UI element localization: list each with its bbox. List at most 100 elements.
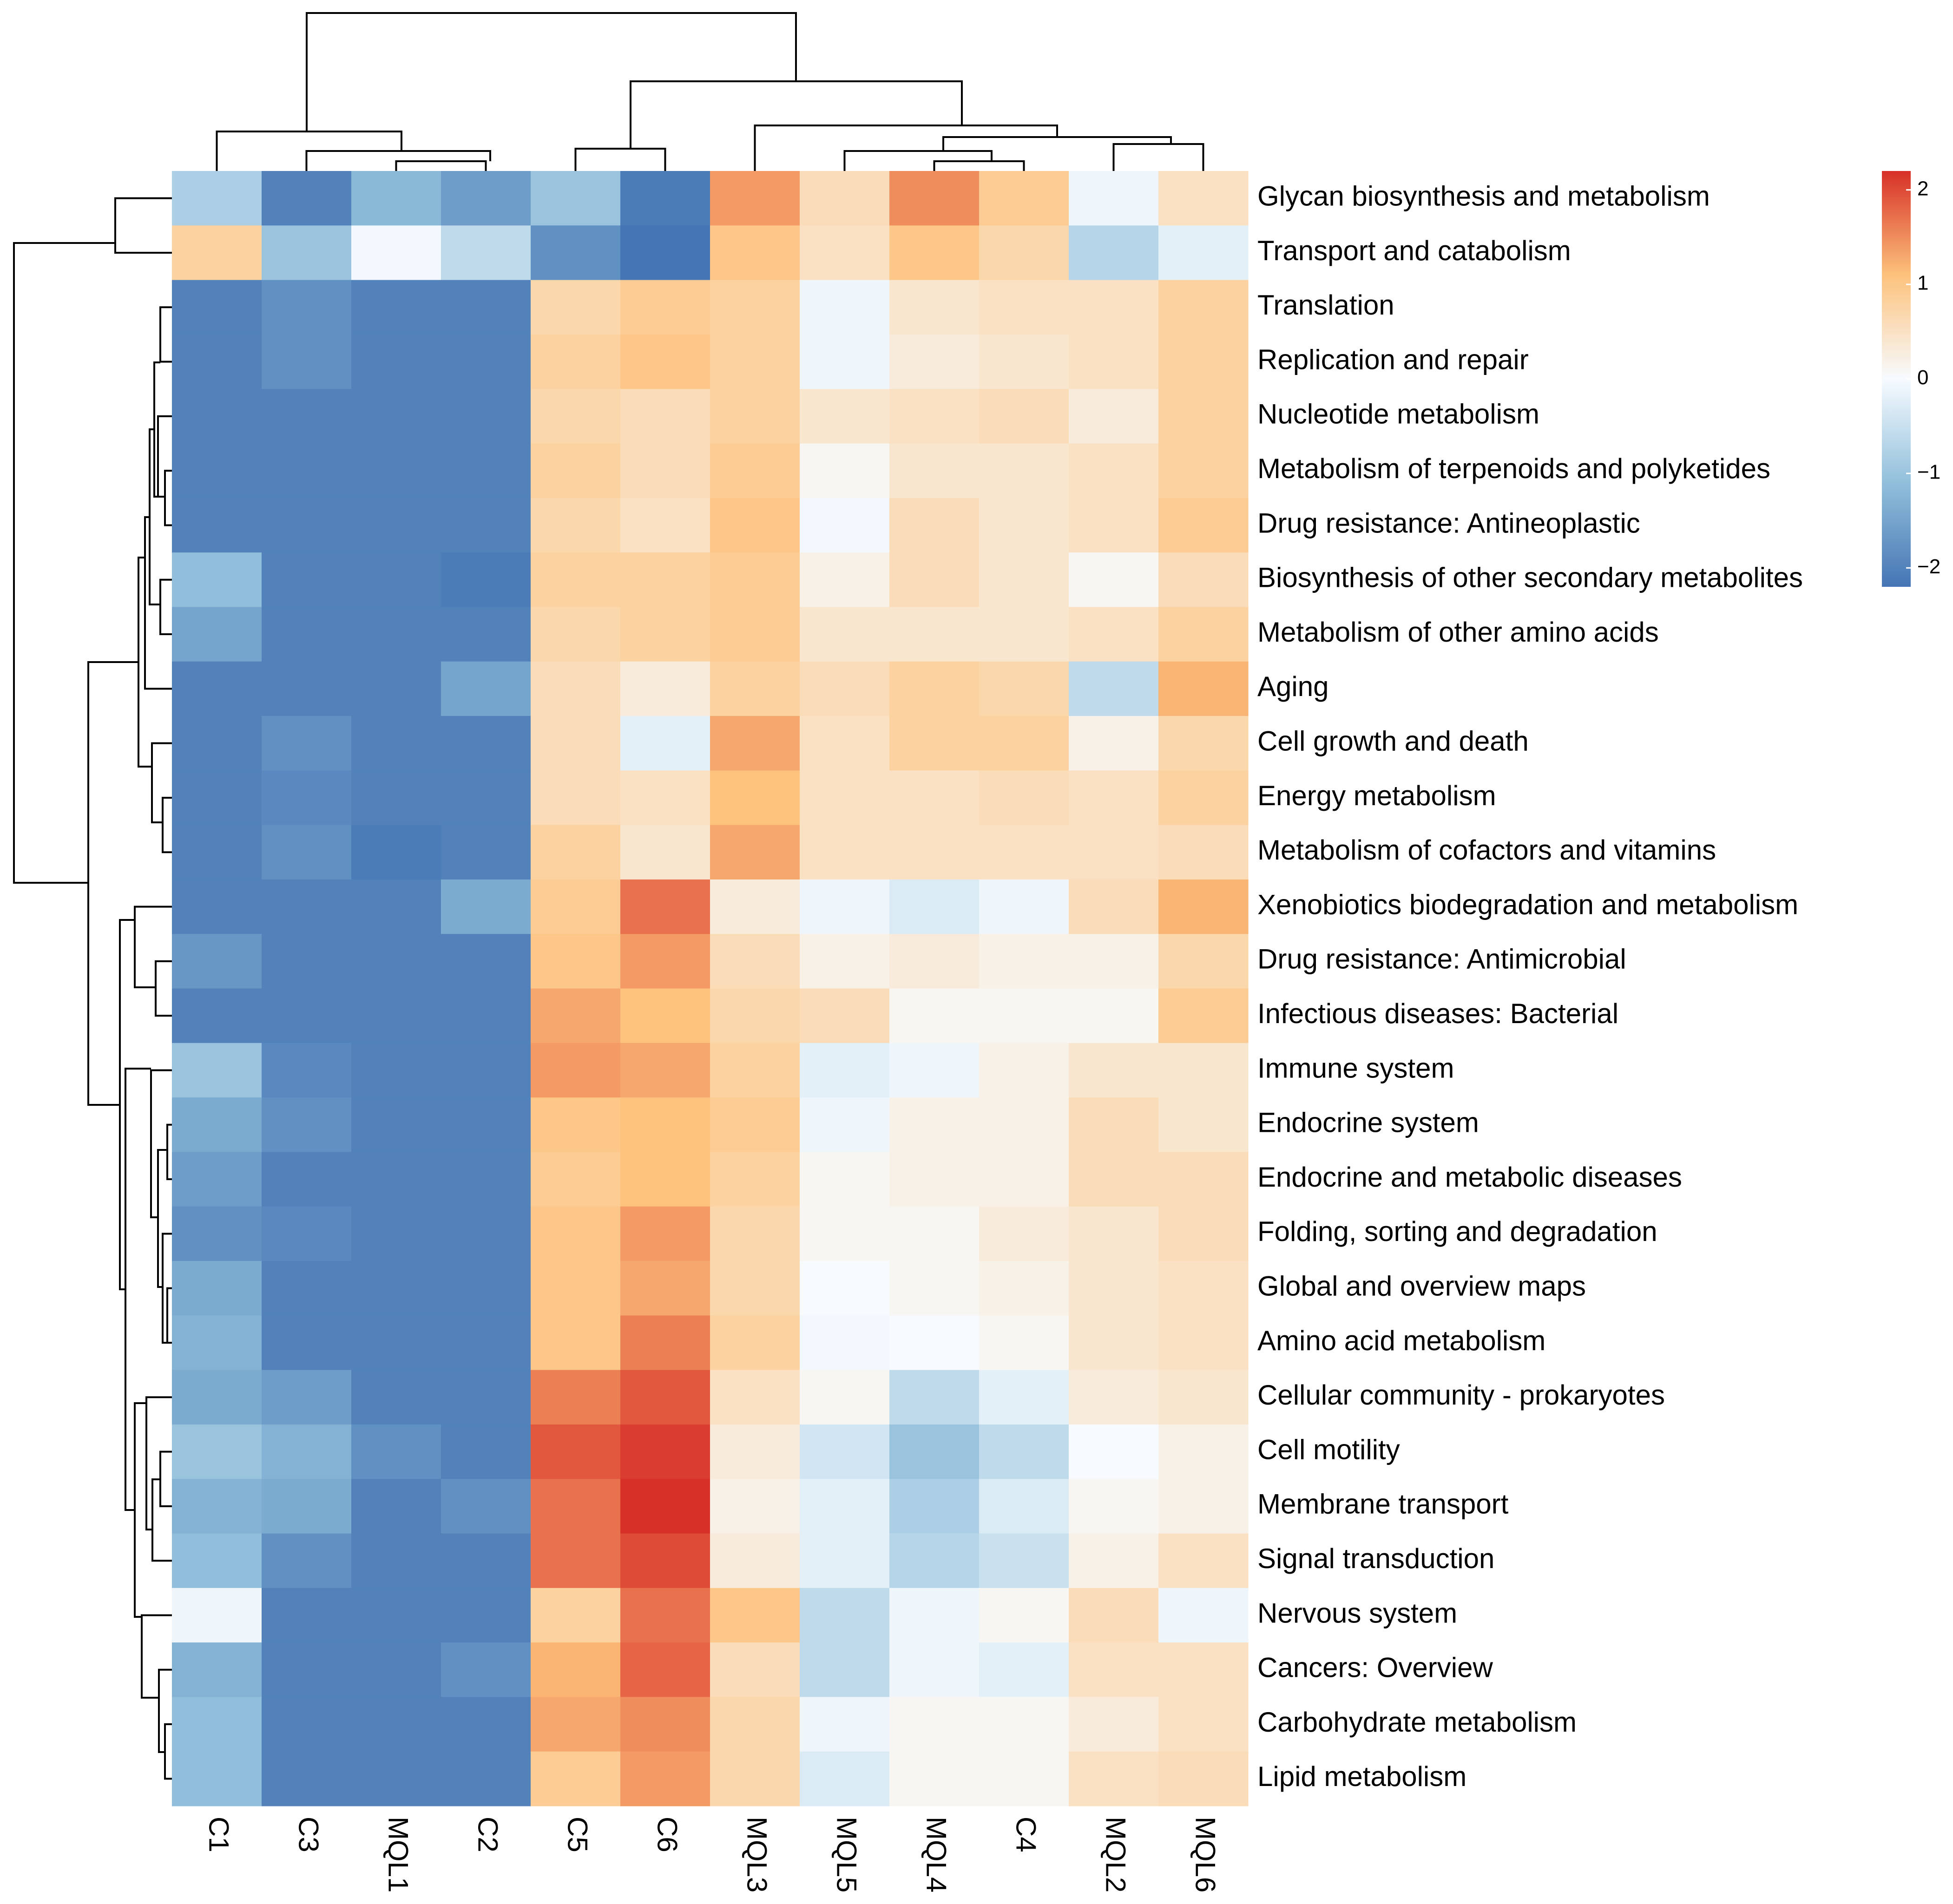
dendrogram-branch <box>141 1614 172 1699</box>
heatmap-cell <box>710 1370 800 1425</box>
row-label: Drug resistance: Antimicrobial <box>1257 944 1626 975</box>
heatmap-cell <box>620 171 710 226</box>
heatmap-cell <box>262 334 352 389</box>
row-label: Translation <box>1257 289 1394 321</box>
heatmap-cell <box>172 280 262 335</box>
row-label: Metabolism of terpenoids and polyketides <box>1257 453 1770 484</box>
heatmap-cell <box>262 280 352 335</box>
heatmap-cell <box>351 1206 441 1261</box>
heatmap-cell <box>351 825 441 880</box>
heatmap-cell <box>710 825 800 880</box>
row-label: Immune system <box>1257 1052 1454 1083</box>
heatmap-cell <box>531 1751 621 1806</box>
heatmap-cell <box>441 171 531 226</box>
heatmap-cell <box>172 1097 262 1152</box>
heatmap-cell <box>441 498 531 553</box>
heatmap-cell <box>172 1424 262 1479</box>
heatmap-cell <box>889 498 980 553</box>
heatmap-cell <box>800 1642 890 1697</box>
heatmap-cell <box>800 607 890 662</box>
heatmap-cell <box>979 1370 1069 1425</box>
heatmap-cell <box>800 1697 890 1752</box>
heatmap-cell <box>979 825 1069 880</box>
heatmap-cell <box>172 498 262 553</box>
heatmap-cell <box>262 1097 352 1152</box>
heatmap-cell <box>889 825 980 880</box>
heatmap-cell <box>262 443 352 499</box>
heatmap-cell <box>351 334 441 389</box>
heatmap-cell <box>172 661 262 716</box>
heatmap-cell <box>351 770 441 826</box>
heatmap-cell <box>441 1370 531 1425</box>
dendrogram-branch <box>155 960 172 1017</box>
heatmap-cell <box>620 1642 710 1697</box>
heatmap-cell <box>800 1479 890 1534</box>
heatmap-cell <box>1158 1097 1249 1152</box>
heatmap-cell <box>441 825 531 880</box>
heatmap-cell <box>889 1370 980 1425</box>
heatmap-cell <box>1069 1479 1159 1534</box>
dendrogram-branch <box>933 160 1025 171</box>
heatmap-cell <box>620 443 710 499</box>
heatmap-cell <box>710 1315 800 1371</box>
row-label: Carbohydrate metabolism <box>1257 1707 1577 1738</box>
heatmap-cell <box>710 1588 800 1643</box>
heatmap-cell <box>1069 389 1159 444</box>
heatmap-cell <box>620 498 710 553</box>
heatmap-cell <box>1158 1315 1249 1371</box>
heatmap-cell <box>979 934 1069 989</box>
dendrogram-branch <box>13 242 115 884</box>
heatmap-cell <box>262 825 352 880</box>
heatmap-cell <box>1158 334 1249 389</box>
heatmap-cell <box>1069 1043 1159 1098</box>
heatmap-cell <box>800 825 890 880</box>
dendrogram-branch <box>145 1396 172 1530</box>
heatmap-cell <box>531 1261 621 1316</box>
heatmap-cell <box>1069 1315 1159 1371</box>
dendrogram-branch <box>216 131 402 171</box>
dendrogram-branch <box>134 906 172 988</box>
heatmap-cell <box>620 879 710 934</box>
heatmap-cell <box>979 1043 1069 1098</box>
heatmap-cell <box>800 988 890 1044</box>
heatmap-cell <box>889 879 980 934</box>
heatmap-cell <box>979 1697 1069 1752</box>
heatmap-cell <box>1158 225 1249 281</box>
heatmap-cell <box>979 171 1069 226</box>
heatmap-cell <box>979 1751 1069 1806</box>
heatmap-cell <box>172 1370 262 1425</box>
heatmap-cell <box>889 661 980 716</box>
heatmap-cell <box>620 1424 710 1479</box>
heatmap-cell <box>1069 498 1159 553</box>
heatmap-cell <box>441 988 531 1044</box>
heatmap-cell <box>172 1315 262 1371</box>
heatmap-cell <box>531 1533 621 1589</box>
column-label: MQL5 <box>831 1817 862 1892</box>
heatmap-cell <box>441 1642 531 1697</box>
heatmap-cell <box>1069 334 1159 389</box>
heatmap-cell <box>620 1315 710 1371</box>
heatmap-cell <box>710 443 800 499</box>
heatmap-cell <box>710 988 800 1044</box>
heatmap-cell <box>800 552 890 607</box>
heatmap-cell <box>979 225 1069 281</box>
row-label: Replication and repair <box>1257 344 1529 375</box>
heatmap-cell <box>979 1424 1069 1479</box>
heatmap-cell <box>620 1479 710 1534</box>
dendrogram-branch <box>157 415 172 498</box>
heatmap-cell <box>351 1424 441 1479</box>
heatmap-cell <box>1158 770 1249 826</box>
heatmap-cell <box>351 498 441 553</box>
heatmap-cell <box>351 1479 441 1534</box>
heatmap-cell <box>172 1588 262 1643</box>
heatmap-cell <box>262 1043 352 1098</box>
heatmap-cell <box>1069 988 1159 1044</box>
heatmap-cell <box>710 1642 800 1697</box>
heatmap-cell <box>710 1533 800 1589</box>
legend-tick-label: 0 <box>1917 366 1928 389</box>
heatmap-cell <box>979 389 1069 444</box>
heatmap-cell <box>800 1206 890 1261</box>
heatmap-cell <box>1158 1697 1249 1752</box>
heatmap-cell <box>800 716 890 771</box>
heatmap-cell <box>1069 1533 1159 1589</box>
